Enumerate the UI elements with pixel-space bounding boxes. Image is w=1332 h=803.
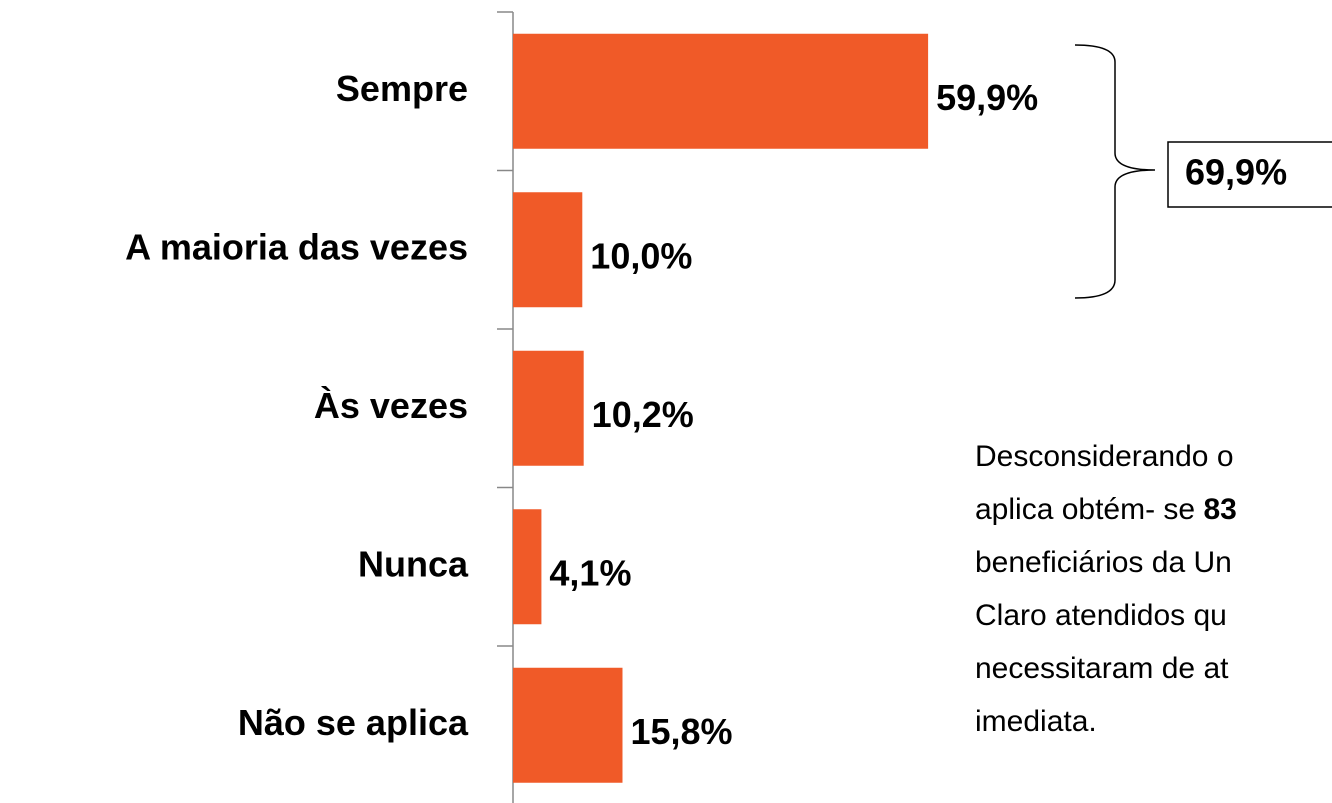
note-line: beneficiários da Un — [975, 546, 1232, 579]
bracket — [1074, 44, 1156, 299]
value-label: 10,0% — [590, 235, 692, 276]
note-line: Claro atendidos qu — [975, 599, 1227, 632]
bar — [513, 509, 542, 625]
bar — [513, 350, 584, 466]
note-line: Desconsiderando o — [975, 440, 1234, 473]
value-label: 10,2% — [592, 394, 694, 435]
bracket-box — [1167, 141, 1332, 208]
category-label: Às vezes — [314, 385, 468, 426]
note-text: Desconsiderando o — [975, 440, 1234, 473]
note-text: beneficiários da Un — [975, 546, 1232, 579]
value-label: 15,8% — [630, 711, 732, 752]
note-text: aplica obtém- se — [975, 493, 1203, 526]
bar — [513, 33, 929, 149]
note-line: necessitaram de at — [975, 652, 1229, 685]
category-label: A maioria das vezes — [125, 226, 468, 267]
bracket-label: 69,9% — [1185, 152, 1287, 193]
note-text: imediata. — [975, 705, 1097, 738]
value-label: 59,9% — [936, 77, 1038, 118]
note-text: necessitaram de at — [975, 652, 1229, 685]
bar — [513, 192, 583, 308]
note-line: aplica obtém- se 83 — [975, 493, 1237, 526]
note-bold: 83 — [1203, 493, 1236, 526]
note-text: Claro atendidos qu — [975, 599, 1227, 632]
category-label: Não se aplica — [238, 702, 469, 743]
note-line: imediata. — [975, 705, 1097, 738]
category-label: Nunca — [358, 543, 469, 584]
bar — [513, 667, 623, 783]
value-label: 4,1% — [549, 552, 631, 593]
category-label: Sempre — [336, 68, 468, 109]
